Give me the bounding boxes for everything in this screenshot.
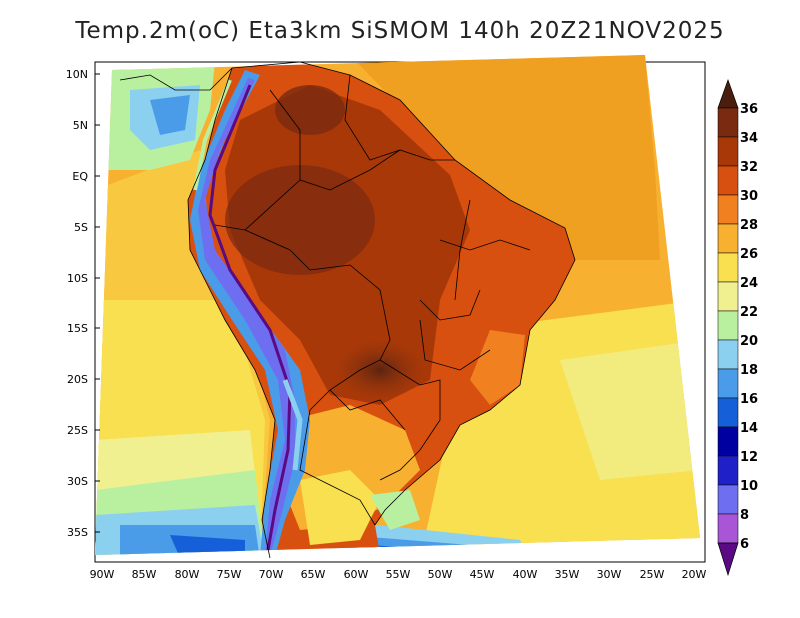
colorbar-label: 14 xyxy=(740,421,758,436)
colorbar-swatch xyxy=(717,426,739,457)
colorbar-swatch xyxy=(717,368,739,399)
lat-label: 5S xyxy=(74,221,88,234)
colorbar-swatch xyxy=(717,165,739,196)
lat-label: 10S xyxy=(67,272,88,285)
colorbar-swatch xyxy=(717,455,739,486)
colorbar-swatch xyxy=(717,513,739,544)
lat-label: 35S xyxy=(67,526,88,539)
colorbar-label: 36 xyxy=(740,102,758,117)
map-title: Temp.2m(oC) Eta3km SiSMOM 140h 20Z21NOV2… xyxy=(75,18,725,44)
lon-label: 80W xyxy=(175,568,200,581)
colorbar-label: 26 xyxy=(740,247,758,262)
colorbar-label: 12 xyxy=(740,450,758,465)
colorbar: 6 8 10 12 14 16 18 20 22 24 26 28 30 32 … xyxy=(717,78,758,577)
lat-label: 25S xyxy=(67,424,88,437)
colorbar-label: 22 xyxy=(740,305,758,320)
colorbar-label: 8 xyxy=(740,508,749,523)
colorbar-swatch xyxy=(717,397,739,428)
lon-label: 55W xyxy=(386,568,411,581)
lon-label: 75W xyxy=(217,568,242,581)
lon-label: 25W xyxy=(640,568,665,581)
colorbar-swatch xyxy=(717,194,739,225)
colorbar-label: 32 xyxy=(740,160,758,175)
colorbar-label: 6 xyxy=(740,537,749,552)
lat-label: 30S xyxy=(67,475,88,488)
colorbar-label: 34 xyxy=(740,131,758,146)
lon-label: 40W xyxy=(513,568,538,581)
lon-label: 90W xyxy=(90,568,115,581)
latitude-axis: 10N 5N EQ 5S 10S 15S 20S 25S 30S 35S xyxy=(66,68,100,539)
colorbar-label: 18 xyxy=(740,363,758,378)
lon-label: 70W xyxy=(259,568,284,581)
colorbar-swatch xyxy=(717,136,739,167)
lat-label: 5N xyxy=(73,119,88,132)
lon-label: 20W xyxy=(682,568,707,581)
colorbar-label: 30 xyxy=(740,189,758,204)
colorbar-bottom-cap xyxy=(717,542,739,577)
colorbar-label: 16 xyxy=(740,392,758,407)
lon-label: 60W xyxy=(344,568,369,581)
country-borders xyxy=(119,61,576,559)
lat-label: 15S xyxy=(67,322,88,335)
lon-label: 50W xyxy=(428,568,453,581)
colorbar-top-cap xyxy=(717,78,739,109)
lon-label: 30W xyxy=(597,568,622,581)
longitude-axis: 90W 85W 80W 75W 70W 65W 60W 55W 50W 45W … xyxy=(90,568,707,581)
colorbar-swatch xyxy=(717,223,739,254)
lat-label: 20S xyxy=(67,373,88,386)
temperature-field xyxy=(95,55,700,555)
colorbar-label: 24 xyxy=(740,276,758,291)
colorbar-swatch xyxy=(717,252,739,283)
colorbar-swatch xyxy=(717,281,739,312)
lon-label: 45W xyxy=(470,568,495,581)
colorbar-label: 28 xyxy=(740,218,758,233)
colorbar-label: 10 xyxy=(740,479,758,494)
lon-label: 85W xyxy=(132,568,157,581)
colorbar-swatch xyxy=(717,484,739,515)
colorbar-swatch xyxy=(717,107,739,138)
colorbar-swatch xyxy=(717,310,739,341)
colorbar-label: 20 xyxy=(740,334,758,349)
colorbar-swatch xyxy=(717,339,739,370)
lon-label: 35W xyxy=(555,568,580,581)
lat-label: 10N xyxy=(66,68,88,81)
lon-label: 65W xyxy=(301,568,326,581)
lat-label: EQ xyxy=(72,170,88,183)
